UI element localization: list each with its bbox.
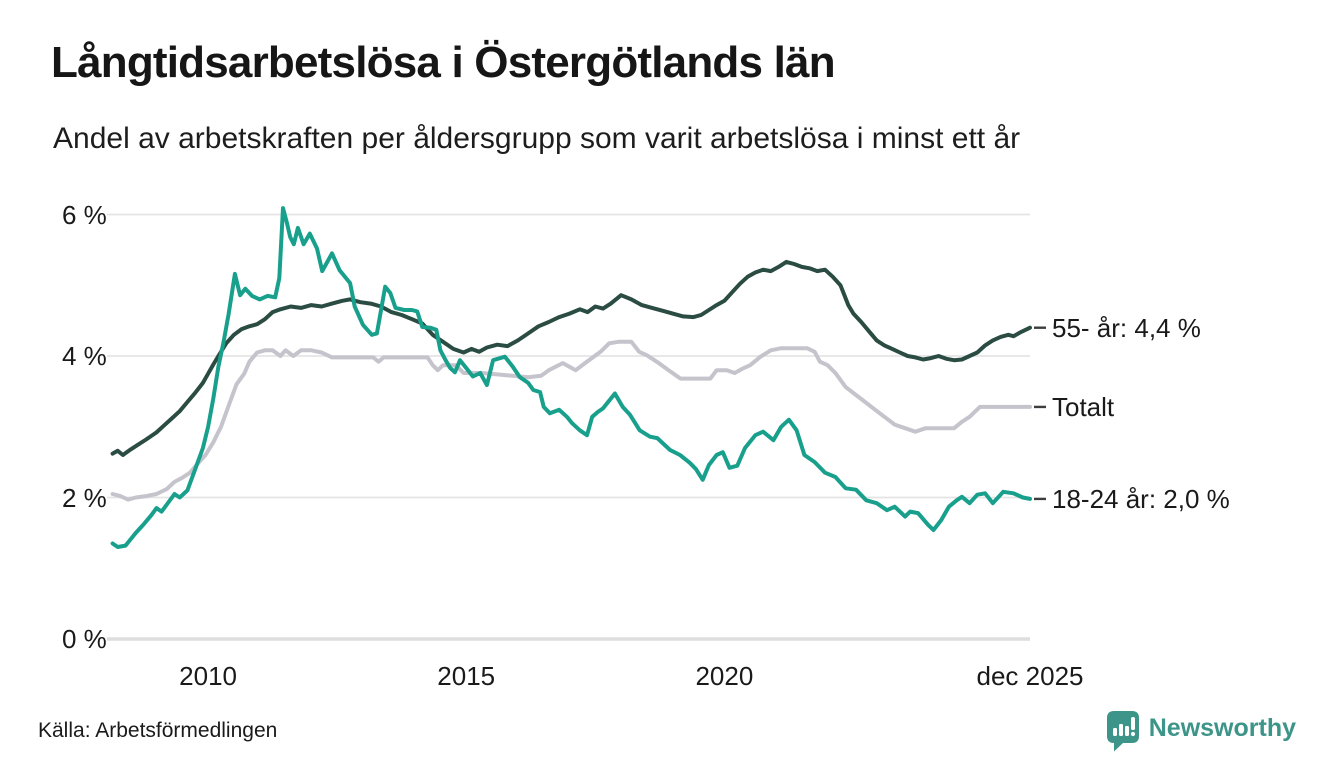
ytick-3: 0 %: [62, 624, 107, 654]
xtick-1: 2015: [437, 661, 496, 691]
newsworthy-logo: Newsworthy: [1106, 710, 1296, 752]
page-subtitle: Andel av arbetskraften per åldersgrupp s…: [53, 122, 1021, 155]
ytick-0: 6 %: [62, 199, 107, 230]
series-label-2: 18-24 år: 2,0 %: [1052, 483, 1230, 514]
xtick-3: dec 2025: [976, 661, 1084, 691]
page-title: Långtidsarbetslösa i Östergötlands län: [51, 38, 836, 87]
source-note: Källa: Arbetsförmedlingen: [38, 719, 278, 742]
ytick-1: 4 %: [62, 341, 107, 371]
xtick-0: 2010: [179, 661, 237, 691]
ytick-2: 2 %: [62, 482, 107, 513]
xtick-2: 2020: [695, 661, 754, 691]
newsworthy-wordmark: Newsworthy: [1148, 714, 1296, 742]
series-label-0: 55- år: 4,4 %: [1052, 312, 1201, 343]
series-label-1: Totalt: [1052, 391, 1115, 422]
newsworthy-chart-bubble-icon: [1106, 711, 1139, 752]
